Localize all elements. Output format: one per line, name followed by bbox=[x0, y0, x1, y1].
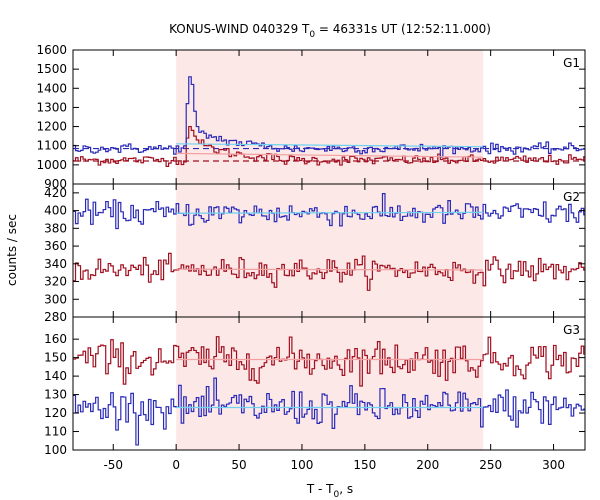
y-tick-label: 1400 bbox=[36, 81, 67, 95]
y-tick-label: 100 bbox=[44, 443, 67, 457]
y-tick-label: 320 bbox=[44, 275, 67, 289]
x-tick-label: 50 bbox=[231, 458, 246, 472]
y-tick-label: 360 bbox=[44, 239, 67, 253]
x-axis-label-main: T - T bbox=[306, 482, 334, 496]
x-axis-label: T - T0, s bbox=[306, 482, 353, 500]
fit-line-blue bbox=[176, 143, 484, 148]
y-tick-label: 120 bbox=[44, 406, 67, 420]
x-tick-label: 200 bbox=[416, 458, 439, 472]
y-tick-label: 1200 bbox=[36, 120, 67, 134]
y-tick-label: 130 bbox=[44, 388, 67, 402]
y-tick-label: 1100 bbox=[36, 139, 67, 153]
series-red-g2 bbox=[73, 252, 585, 291]
panel-label-g1: G1 bbox=[563, 56, 580, 70]
panel-series bbox=[73, 193, 585, 291]
y-tick-label: 420 bbox=[44, 186, 67, 200]
series-blue-g2 bbox=[73, 193, 585, 230]
x-tick-label: 100 bbox=[291, 458, 314, 472]
panels-group: 900 1000 1100 1200 1300 1400 1500 1600 G1 280 300 3… bbox=[36, 43, 586, 457]
chart-title-main: KONUS-WIND 040329 T bbox=[169, 22, 310, 36]
chart-title-subscript: 0 bbox=[309, 30, 315, 40]
highlight-interval-band bbox=[176, 184, 484, 317]
chart-title: KONUS-WIND 040329 T0 = 46331s UT (12:52:… bbox=[169, 22, 491, 40]
highlight-interval-band bbox=[176, 317, 484, 450]
x-tick-label: 0 bbox=[172, 458, 180, 472]
panel-label-g3: G3 bbox=[563, 323, 580, 337]
x-axis-label-subscript: 0 bbox=[334, 490, 340, 500]
y-axis-label: counts / sec bbox=[5, 214, 19, 286]
x-tick-label: 300 bbox=[542, 458, 565, 472]
x-tick-label: 250 bbox=[479, 458, 502, 472]
y-tick-label: 1600 bbox=[36, 43, 67, 57]
series-red-g3 bbox=[73, 336, 585, 387]
panel-g2: 280 300 320 340 360 380 400 420 G2 bbox=[44, 183, 586, 324]
highlight-interval-band bbox=[176, 50, 484, 184]
fit-line-red bbox=[176, 152, 484, 158]
y-tick-label: 1500 bbox=[36, 62, 67, 76]
chart-title-tail: = 46331s UT (12:52:11.000) bbox=[315, 22, 491, 36]
y-tick-label: 110 bbox=[44, 425, 67, 439]
y-tick-label: 150 bbox=[44, 351, 67, 365]
x-axis-label-tail: , s bbox=[339, 482, 353, 496]
series-blue-g1 bbox=[73, 76, 585, 158]
panel-label-g2: G2 bbox=[563, 190, 580, 204]
y-tick-label: 280 bbox=[44, 310, 67, 324]
x-tick-labels: -50 0 50 100 150 200 250 300 bbox=[103, 458, 565, 472]
x-tick-label: 150 bbox=[353, 458, 376, 472]
panel-g3: 100 110 120 130 140 150 160 G3 bbox=[44, 316, 586, 457]
y-tick-label: 380 bbox=[44, 221, 67, 235]
series-red-g1 bbox=[73, 125, 585, 167]
x-tick-label: -50 bbox=[103, 458, 123, 472]
panel-series bbox=[73, 76, 585, 167]
y-tick-label: 160 bbox=[44, 332, 67, 346]
panel-series bbox=[73, 336, 585, 446]
y-tick-label: 140 bbox=[44, 369, 67, 383]
y-tick-label: 340 bbox=[44, 257, 67, 271]
panel-g1: 900 1000 1100 1200 1300 1400 1500 1600 G1 bbox=[36, 43, 586, 191]
y-tick-label: 400 bbox=[44, 204, 67, 218]
y-tick-label: 1000 bbox=[36, 158, 67, 172]
panel-frame bbox=[72, 316, 586, 451]
y-tick-label: 300 bbox=[44, 292, 67, 306]
series-blue-g3 bbox=[73, 377, 585, 446]
fit-line-blue bbox=[176, 211, 484, 214]
y-tick-label: 900 bbox=[44, 177, 67, 191]
fit-line-red bbox=[176, 268, 484, 271]
y-tick-label: 1300 bbox=[36, 100, 67, 114]
